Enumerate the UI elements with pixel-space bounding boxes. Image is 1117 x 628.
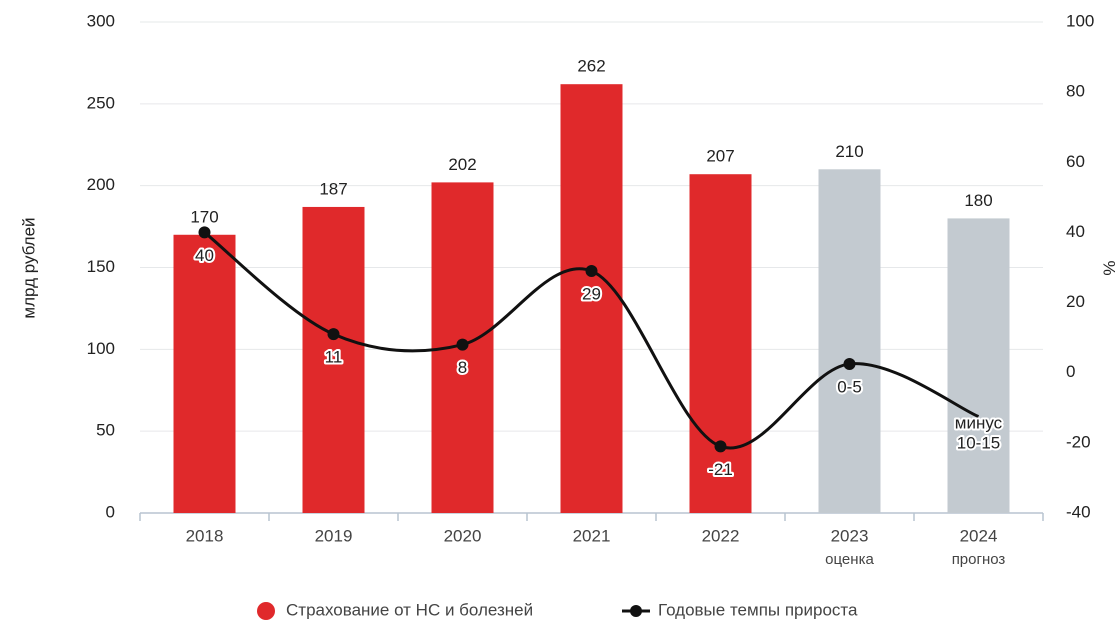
line-value-label: 8 [458,358,467,377]
line-marker [714,440,727,453]
bar [818,169,881,514]
x-tick-label: 2020 [444,526,482,545]
x-tick-label: 2018 [186,526,224,545]
line-marker [198,226,211,239]
line-value-label: -21 [708,460,733,479]
bar-value-label: 207 [706,147,734,166]
bar-value-label: 210 [835,142,863,161]
bar-value-label: 180 [964,191,992,210]
legend-swatch [630,605,642,617]
bar [689,174,752,513]
y2-tick-label: 60 [1066,152,1085,171]
y-tick-label: 100 [87,339,115,358]
line-marker [327,328,340,341]
line-value-label: 40 [195,246,214,265]
line-value-label: 0-5 [837,377,862,396]
bar-value-label: 262 [577,57,605,76]
y-tick-label: 0 [106,502,115,521]
legend-swatch [257,602,275,620]
line-marker [585,265,598,278]
bar-value-label: 170 [190,207,218,226]
y-axis-label: млрд рублей [19,217,38,318]
x-tick-label: 2022 [702,526,740,545]
legend-label: Страхование от НС и болезней [286,600,533,619]
x-tick-label: 2021 [573,526,611,545]
x-tick-note: оценка [825,551,874,568]
line-marker [456,338,469,351]
y2-tick-label: 40 [1066,222,1085,241]
y-tick-label: 300 [87,11,115,30]
bar [947,218,1010,513]
y2-tick-label: 80 [1066,82,1085,101]
x-tick-label: 2019 [315,526,353,545]
y2-tick-label: 0 [1066,362,1075,381]
line-value-label: 29 [582,284,601,303]
y-tick-label: 250 [87,93,115,112]
bar [173,234,236,513]
y-tick-label: 200 [87,175,115,194]
line-value-label: минус 10-15 [955,414,1003,453]
x-tick-label: 2023 [831,526,869,545]
y2-tick-label: -40 [1066,502,1091,521]
bar-value-label: 187 [319,179,347,198]
bar [560,84,623,514]
line-value-label: 11 [325,348,343,367]
y2-tick-label: -20 [1066,432,1091,451]
y-tick-label: 50 [96,421,115,440]
y-tick-label: 150 [87,257,115,276]
x-tick-note: прогноз [952,551,1006,568]
y2-axis-label: % [1100,260,1117,275]
legend-label: Годовые темпы прироста [658,600,858,619]
y2-tick-label: 20 [1066,292,1085,311]
y2-tick-label: 100 [1066,11,1094,30]
bar [302,206,365,513]
x-tick-label: 2024 [960,526,998,545]
line-marker [843,357,856,370]
bar-value-label: 202 [448,155,476,174]
